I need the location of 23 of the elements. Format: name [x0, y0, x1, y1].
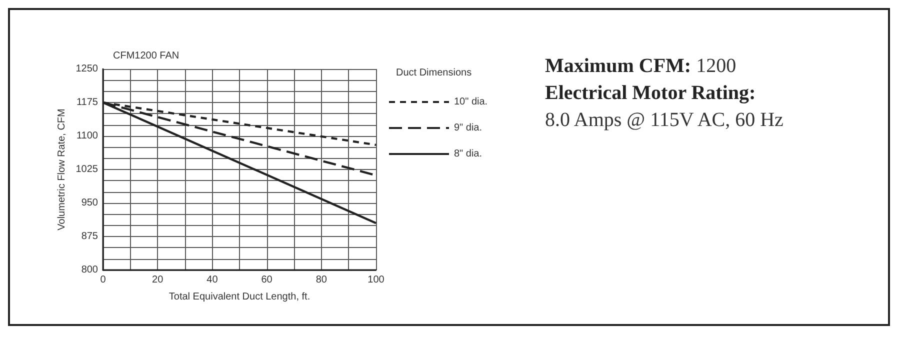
text: Electrical Motor Rating: — [545, 82, 756, 104]
y-tick-label: 1175 — [76, 97, 98, 108]
y-tick-label: 1250 — [76, 64, 98, 74]
x-tick-label: 40 — [206, 274, 218, 286]
text: 9" dia. — [454, 122, 482, 134]
y-tick-label: 875 — [81, 231, 98, 242]
x-tick-label: 100 — [368, 274, 385, 286]
text: 8.0 Amps @ 115V AC, 60 Hz — [545, 109, 784, 131]
x-tick-label: 20 — [152, 274, 164, 286]
text: Maximum CFM: 1200 — [545, 55, 736, 77]
text: 10" dia. — [454, 96, 488, 108]
x-axis-title: Total Equivalent Duct Length, ft. — [168, 292, 310, 302]
x-tick-label: 60 — [261, 274, 273, 286]
x-tick-label: 0 — [100, 274, 106, 286]
y-tick-label: 1025 — [76, 164, 98, 175]
y-tick-label: 1100 — [76, 130, 98, 142]
x-tick-label: 80 — [316, 274, 328, 286]
y-axis-title: Volumetric Flow Rate, CFM — [56, 108, 68, 230]
text: 8" dia. — [454, 148, 482, 160]
y-tick-label: 800 — [81, 264, 98, 276]
y-tick-label: 950 — [81, 198, 98, 208]
legend-title: Duct Dimensions — [396, 68, 472, 78]
chart-title: CFM1200 FAN — [113, 50, 180, 62]
